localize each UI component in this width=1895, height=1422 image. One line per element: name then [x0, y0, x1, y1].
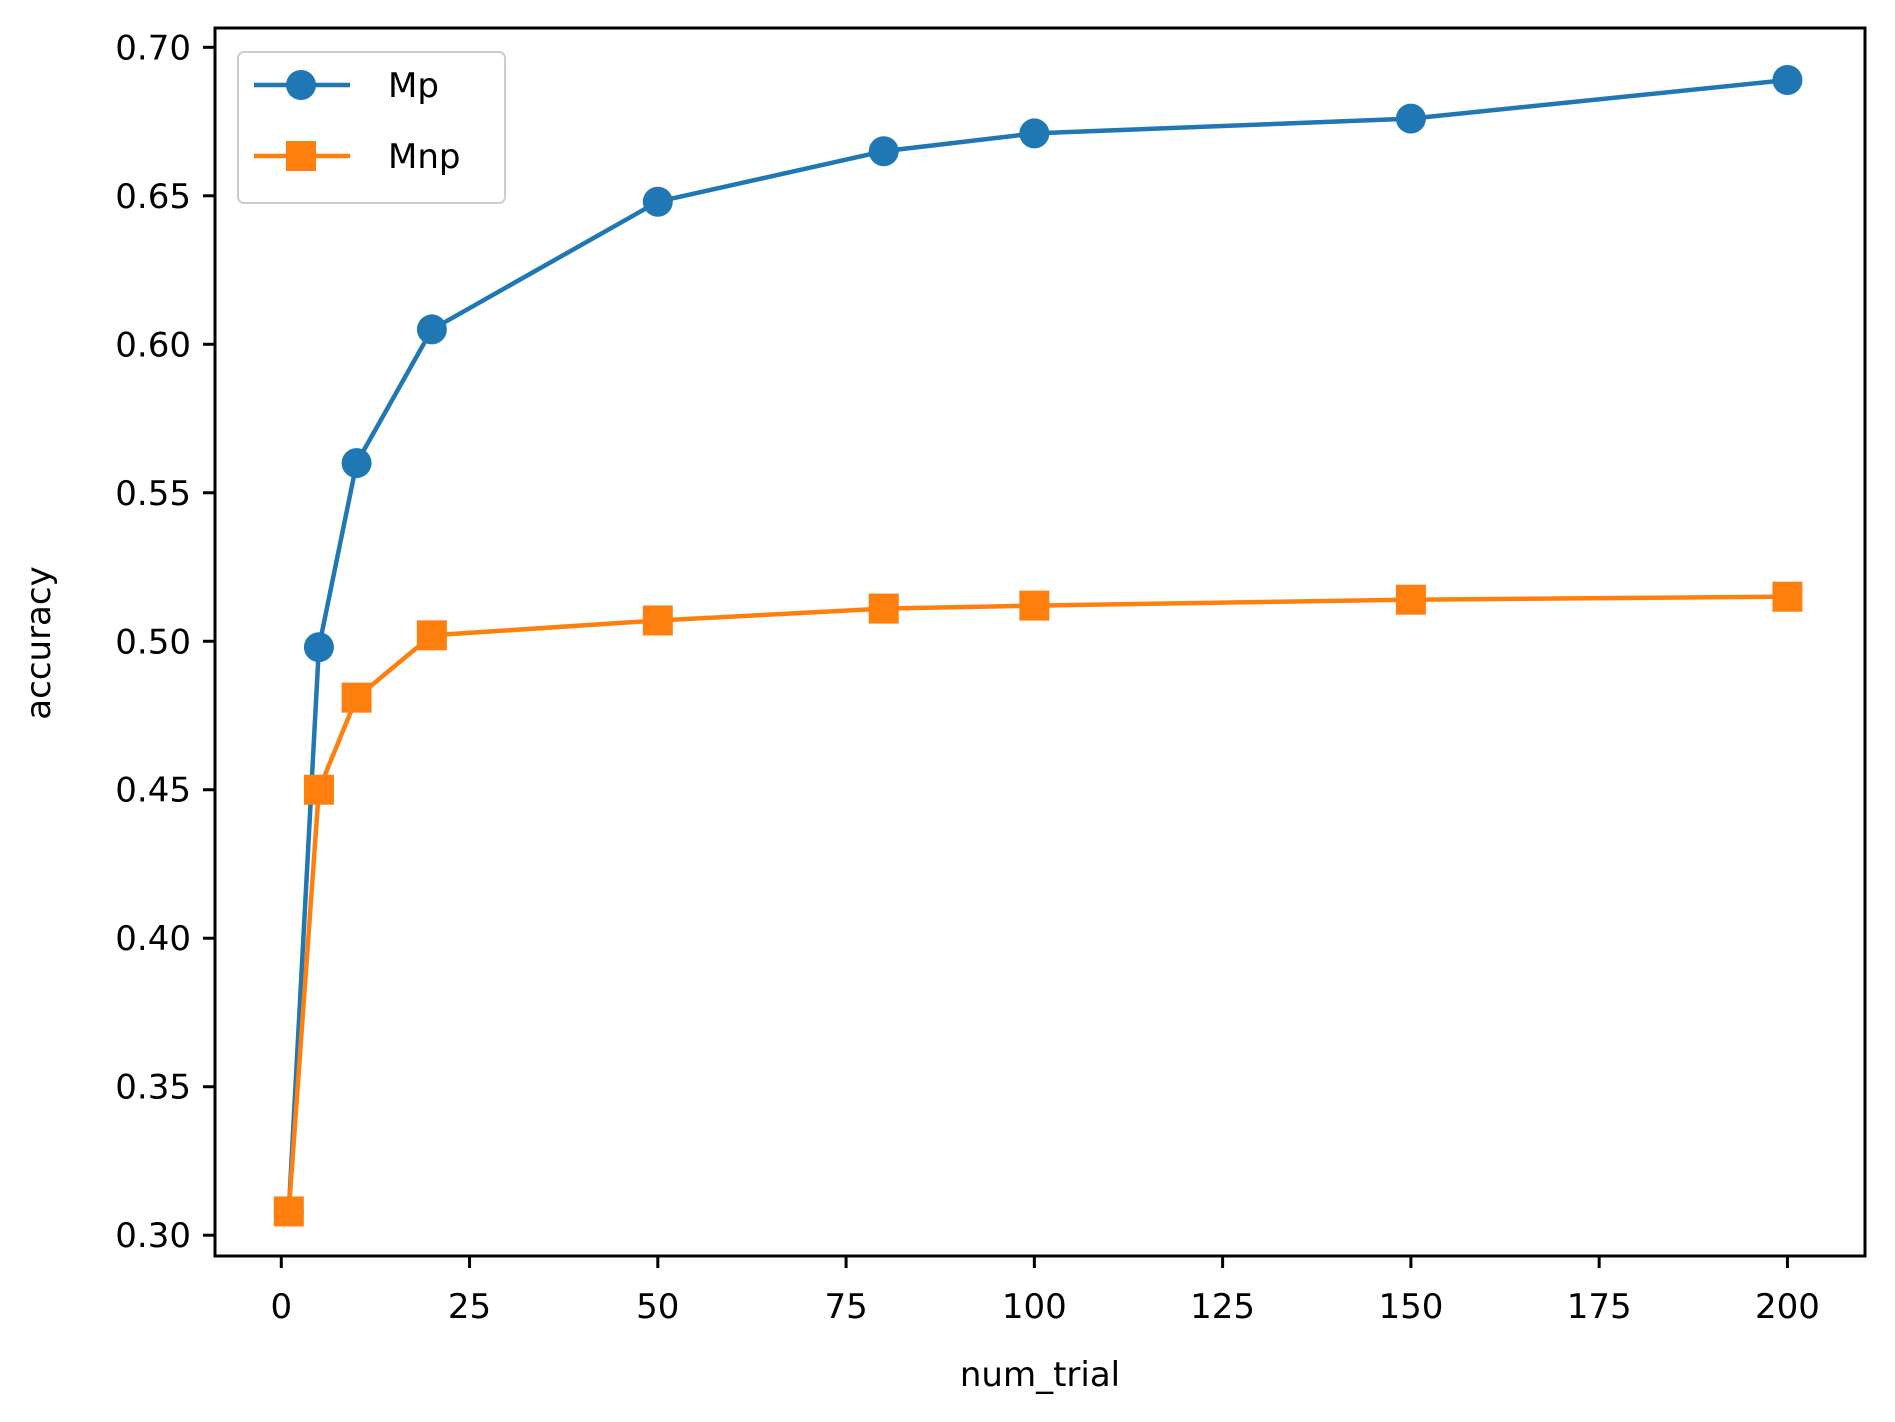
data-point	[868, 136, 899, 167]
x-tick-label: 75	[824, 1287, 867, 1327]
data-point	[273, 1196, 304, 1227]
y-tick-label: 0.30	[115, 1216, 191, 1256]
y-tick-label: 0.60	[115, 325, 191, 365]
series-layer	[273, 64, 1803, 1227]
y-axis-label: accuracy	[19, 566, 59, 719]
data-point	[1395, 103, 1426, 134]
x-tick-label: 150	[1378, 1287, 1443, 1327]
legend-label-mp: Mp	[388, 66, 439, 106]
x-tick-label: 0	[270, 1287, 292, 1327]
data-point	[642, 186, 673, 217]
y-tick-label: 0.35	[115, 1068, 191, 1108]
x-tick-label: 100	[1002, 1287, 1067, 1327]
circle-marker-icon	[286, 70, 316, 100]
data-point	[1019, 118, 1050, 149]
data-point	[642, 605, 673, 636]
x-tick-label: 200	[1755, 1287, 1820, 1327]
data-point	[341, 682, 372, 713]
x-tick-label: 125	[1190, 1287, 1255, 1327]
square-marker-icon	[286, 141, 316, 171]
data-point	[303, 774, 334, 805]
y-tick-label: 0.40	[115, 919, 191, 959]
x-tick-label: 25	[448, 1287, 491, 1327]
data-point	[416, 314, 447, 345]
x-axis: 0 25 50 75 100 125 150 175 200	[270, 1256, 1820, 1327]
data-point	[1395, 584, 1426, 615]
y-tick-label: 0.70	[115, 28, 191, 68]
y-tick-label: 0.55	[115, 474, 191, 514]
data-point	[868, 593, 899, 624]
x-tick-label: 175	[1567, 1287, 1632, 1327]
data-point	[1772, 64, 1803, 95]
legend: Mp Mnp	[237, 51, 506, 204]
y-axis: 0.30 0.35 0.40 0.45 0.50 0.55 0.60 0.65 0.70	[115, 28, 215, 1256]
x-axis-label: num_trial	[960, 1355, 1120, 1395]
data-point	[416, 620, 447, 651]
legend-item-mp: Mp	[254, 66, 439, 106]
data-point	[1019, 590, 1050, 621]
y-tick-label: 0.65	[115, 177, 191, 217]
legend-box	[237, 51, 506, 204]
data-point	[303, 632, 334, 663]
y-tick-label: 0.45	[115, 771, 191, 811]
data-point	[1772, 581, 1803, 612]
legend-label-mnp: Mnp	[388, 137, 460, 177]
legend-item-mnp: Mnp	[254, 137, 460, 177]
data-point	[341, 448, 372, 479]
series-mnp	[273, 581, 1803, 1227]
y-tick-label: 0.50	[115, 622, 191, 662]
x-tick-label: 50	[636, 1287, 679, 1327]
